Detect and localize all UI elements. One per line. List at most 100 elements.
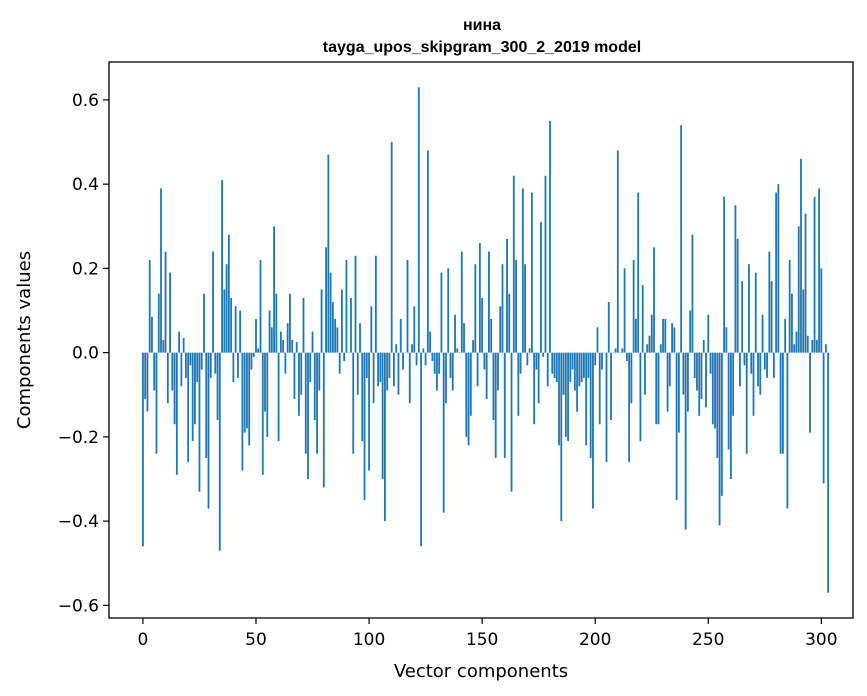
bar-237 xyxy=(677,352,680,433)
bar-185 xyxy=(560,352,563,522)
y-tick-label: −0.4 xyxy=(58,512,99,532)
bar-114 xyxy=(399,318,402,353)
bar-210 xyxy=(616,150,619,353)
bars-group xyxy=(142,87,830,593)
bar-110 xyxy=(390,142,393,353)
bar-131 xyxy=(438,352,441,374)
bar-19 xyxy=(184,352,187,378)
bar-17 xyxy=(180,352,183,387)
bar-47 xyxy=(248,352,251,446)
bar-76 xyxy=(313,352,316,421)
bar-235 xyxy=(673,327,676,353)
bar-264 xyxy=(739,352,741,387)
bar-109 xyxy=(388,352,391,378)
bar-285 xyxy=(786,352,789,509)
bar-62 xyxy=(282,340,285,353)
bar-233 xyxy=(668,352,671,387)
bar-173 xyxy=(533,352,536,425)
bar-6 xyxy=(155,352,158,454)
bar-289 xyxy=(795,331,798,353)
bar-205 xyxy=(605,352,608,463)
bar-73 xyxy=(307,352,309,479)
bar-172 xyxy=(530,192,533,353)
bar-227 xyxy=(655,352,658,425)
bar-142 xyxy=(463,323,465,353)
bar-121 xyxy=(415,352,418,366)
bar-273 xyxy=(759,352,762,395)
bar-162 xyxy=(508,293,511,353)
bar-220 xyxy=(639,352,642,442)
bar-71 xyxy=(302,297,305,353)
bar-88 xyxy=(341,289,343,353)
bar-52 xyxy=(259,259,262,353)
bar-125 xyxy=(424,352,427,366)
bar-296 xyxy=(811,340,814,353)
bar-294 xyxy=(806,335,809,353)
bar-246 xyxy=(698,352,701,416)
bar-157 xyxy=(497,352,499,391)
bar-106 xyxy=(381,352,384,479)
bar-22 xyxy=(191,352,194,442)
bar-99 xyxy=(365,352,368,378)
bar-292 xyxy=(802,289,805,353)
bar-66 xyxy=(291,340,294,353)
bar-259 xyxy=(727,352,730,450)
bar-151 xyxy=(483,352,486,370)
bar-274 xyxy=(761,314,764,353)
bar-198 xyxy=(589,352,592,458)
bar-28 xyxy=(205,352,208,458)
bar-256 xyxy=(720,352,723,496)
bar-254 xyxy=(716,352,719,458)
bar-103 xyxy=(374,255,377,353)
bar-105 xyxy=(379,352,382,383)
y-tick-label: 0.4 xyxy=(72,175,99,195)
y-axis: −0.6 −0.4 −0.2 0.0 0.2 0.4 0.6 xyxy=(58,91,109,616)
bar-23 xyxy=(194,352,196,425)
x-tick-label: 200 xyxy=(579,630,611,650)
bar-265 xyxy=(741,281,744,353)
bar-261 xyxy=(732,352,735,416)
x-axis-label: Vector components xyxy=(394,661,568,682)
bar-123 xyxy=(420,352,422,547)
bar-40 xyxy=(232,352,235,383)
bar-303 xyxy=(827,352,830,593)
bar-189 xyxy=(569,352,572,383)
bar-186 xyxy=(562,352,565,395)
bar-272 xyxy=(757,352,759,387)
bar-297 xyxy=(813,196,816,353)
bar-175 xyxy=(537,352,540,404)
x-tick-label: 150 xyxy=(466,630,498,650)
bar-31 xyxy=(212,251,214,353)
bar-212 xyxy=(621,348,624,353)
bar-248 xyxy=(702,340,705,353)
bar-250 xyxy=(707,314,710,353)
bar-232 xyxy=(666,352,669,412)
bar-270 xyxy=(752,352,755,416)
bar-9 xyxy=(162,340,165,353)
bar-77 xyxy=(316,352,318,454)
bar-223 xyxy=(646,344,649,353)
bar-45 xyxy=(243,352,246,433)
bar-206 xyxy=(607,302,610,353)
x-axis: 0 50 100 150 200 250 300 xyxy=(138,618,838,650)
bar-113 xyxy=(397,352,400,395)
bar-72 xyxy=(304,352,307,454)
bar-67 xyxy=(293,352,296,399)
bar-199 xyxy=(592,352,594,509)
bar-182 xyxy=(553,352,556,378)
bar-196 xyxy=(585,352,588,446)
bar-243 xyxy=(691,234,694,353)
bar-101 xyxy=(370,306,373,353)
bar-155 xyxy=(492,352,495,421)
bar-252 xyxy=(711,352,714,425)
bar-180 xyxy=(549,120,551,353)
bar-89 xyxy=(343,352,346,362)
bar-288 xyxy=(793,344,796,353)
bar-222 xyxy=(644,352,646,395)
bar-149 xyxy=(478,243,481,353)
bar-122 xyxy=(417,87,420,353)
bar-241 xyxy=(687,352,689,412)
bar-215 xyxy=(628,352,631,463)
bar-160 xyxy=(503,352,506,458)
bar-217 xyxy=(632,259,635,353)
